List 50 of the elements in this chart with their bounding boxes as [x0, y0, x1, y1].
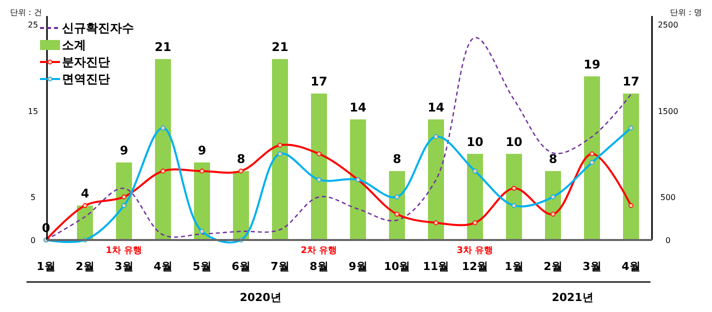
y2-tick-label: 2500: [658, 20, 678, 30]
x-tick-label: 5월: [192, 260, 212, 273]
legend-label: 면역진단: [62, 72, 110, 86]
data-label: 14: [428, 100, 444, 114]
x-tick-label: 1월: [36, 260, 56, 273]
x-tick-label: 7월: [270, 260, 290, 273]
legend-label: 신규확진자수: [62, 21, 134, 35]
y-axis-title: 단위 : 건: [10, 8, 42, 17]
y-tick-label: 15: [28, 106, 38, 116]
data-label: 17: [622, 74, 640, 89]
x-tick-label: 2월: [76, 260, 94, 273]
y-tick-label: 5: [30, 192, 36, 202]
data-label: 21: [272, 40, 288, 54]
legend-label: 소계: [62, 38, 86, 52]
data-label: 9: [120, 143, 128, 158]
data-label: 19: [584, 57, 600, 72]
y2-axis-title: 단위 : 명: [670, 8, 702, 17]
text: 2차 유행: [300, 246, 338, 256]
x-tick-label: 6월: [232, 260, 250, 273]
data-label: 14: [350, 100, 366, 114]
x-tick-label: 3월: [582, 260, 602, 273]
y-tick-label: 25: [28, 20, 38, 30]
data-label: 8: [236, 152, 246, 166]
x-tick-label: 3월: [114, 260, 134, 273]
data-label: 4: [80, 186, 90, 201]
legend-label: 분자진단: [62, 55, 110, 69]
y2-tick-label: 0: [665, 236, 671, 245]
x-tick-label: 1월: [504, 260, 524, 273]
x-tick-label: 2월: [544, 260, 562, 273]
x-tick-label: 9월: [348, 260, 368, 273]
data-label: 8: [548, 152, 558, 166]
y-tick-label: 0: [30, 236, 36, 245]
data-label: 10: [466, 134, 484, 149]
x-tick-label: 10월: [384, 260, 410, 273]
x-tick-label: 11월: [422, 260, 450, 273]
text: 3차 유행: [456, 246, 494, 256]
data-label: 17: [310, 74, 328, 89]
x-tick-label: 4월: [154, 260, 172, 273]
text: 1차 유행: [106, 246, 142, 256]
text: 2020년: [240, 291, 282, 304]
x-tick-label: 8월: [310, 260, 328, 273]
data-label: 9: [198, 143, 206, 158]
data-label: 10: [506, 134, 522, 149]
y2-tick-label: 1500: [658, 106, 678, 116]
text: 2021년: [552, 291, 594, 304]
y2-tick-label: 500: [660, 192, 676, 202]
data-label: 8: [392, 152, 402, 166]
data-label: 21: [154, 40, 172, 54]
x-tick-label: 4월: [622, 260, 640, 273]
x-tick-label: 12월: [462, 260, 488, 273]
